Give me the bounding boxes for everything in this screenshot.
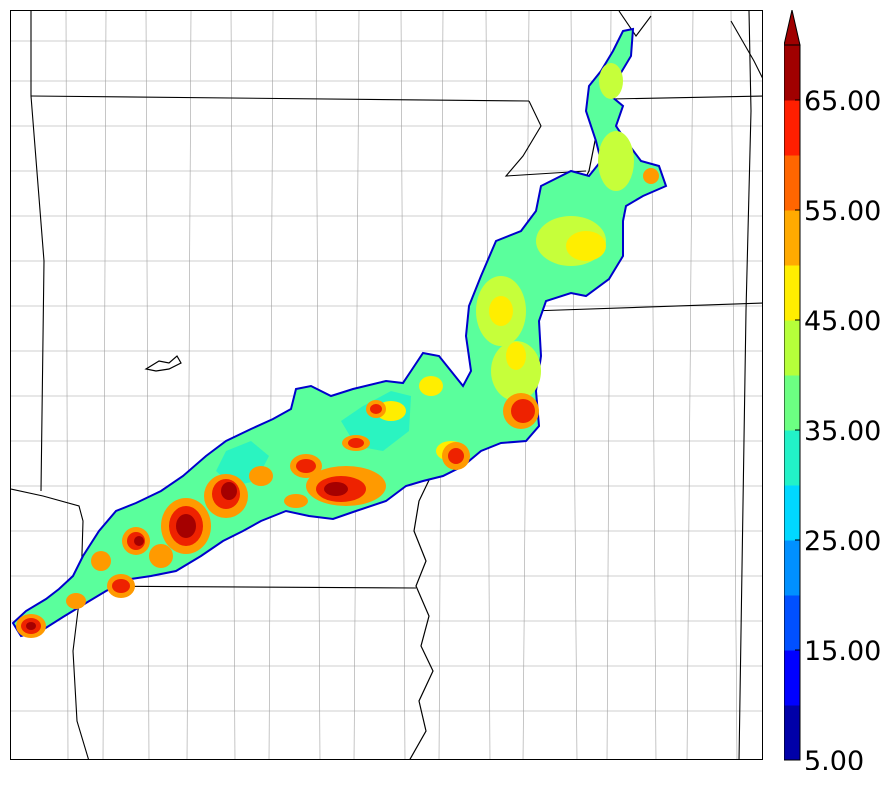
state-boundaries bbox=[11, 11, 762, 759]
colorbar-tick-label: 15.00 bbox=[804, 636, 881, 667]
colorbar-segment bbox=[784, 320, 800, 376]
colorbar-segment bbox=[784, 210, 800, 266]
colorbar-segment bbox=[784, 45, 800, 101]
colorbar-tick-label: 35.00 bbox=[804, 416, 881, 447]
colorbar-segment bbox=[784, 375, 800, 431]
colorbar-segment bbox=[784, 155, 800, 211]
reflectivity-map bbox=[10, 10, 763, 760]
lake bbox=[144, 355, 182, 372]
colorbar-extend-arrow bbox=[783, 9, 801, 46]
colorbar-border bbox=[783, 44, 801, 761]
colorbar-segment bbox=[784, 430, 800, 486]
colorbar-segment bbox=[784, 100, 800, 156]
colorbar: 5.00 15.00 25.00 35.00 45.00 55.00 65.00 bbox=[783, 9, 894, 777]
colorbar-tick-label: 65.00 bbox=[804, 86, 881, 117]
colorbar-tick-label: 25.00 bbox=[804, 526, 881, 557]
colorbar-segment bbox=[784, 265, 800, 321]
colorbar-segment bbox=[784, 650, 800, 706]
map-canvas bbox=[11, 11, 762, 759]
colorbar-segment bbox=[784, 595, 800, 651]
colorbar-segment bbox=[784, 540, 800, 596]
reflectivity-swath bbox=[11, 27, 668, 638]
colorbar-tick-label: 45.00 bbox=[804, 306, 881, 337]
colorbar-canvas: 5.00 15.00 25.00 35.00 45.00 55.00 65.00 bbox=[783, 9, 881, 777]
colorbar-segment bbox=[784, 485, 800, 541]
colorbar-segment bbox=[784, 705, 800, 761]
colorbar-tick-label: 5.00 bbox=[804, 746, 864, 770]
colorbar-tick-label: 55.00 bbox=[804, 196, 881, 227]
